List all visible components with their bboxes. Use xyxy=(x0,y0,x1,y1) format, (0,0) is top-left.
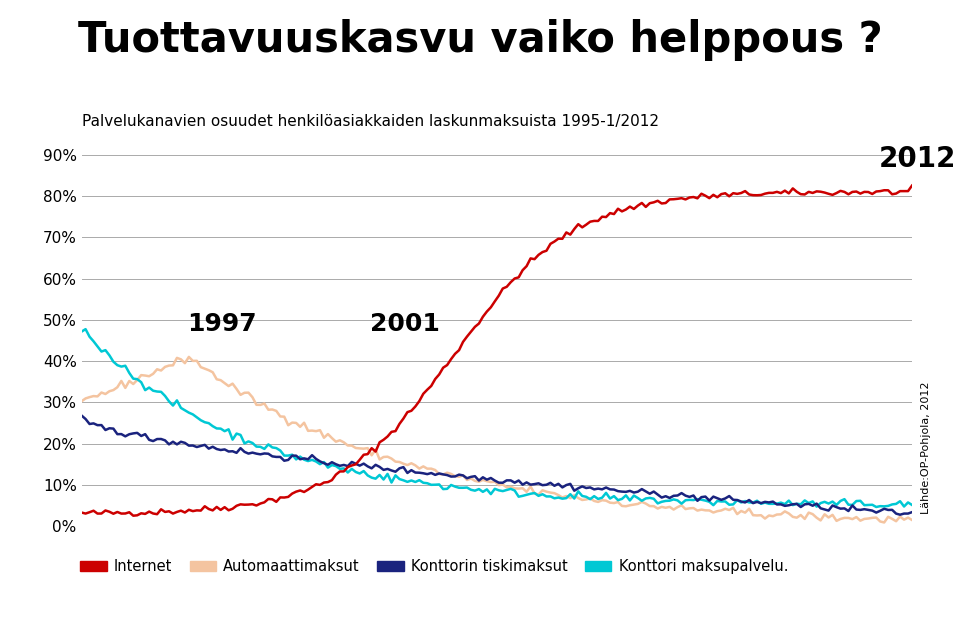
Text: Tuottavuuskasvu vaiko helppous ?: Tuottavuuskasvu vaiko helppous ? xyxy=(78,19,882,61)
Legend: Internet, Automaattimaksut, Konttorin tiskimaksut, Konttori maksupalvelu.: Internet, Automaattimaksut, Konttorin ti… xyxy=(75,553,794,580)
Text: Palvelukanavien osuudet henkilöasiakkaiden laskunmaksuista 1995-1/2012: Palvelukanavien osuudet henkilöasiakkaid… xyxy=(82,114,659,129)
Text: foggara: foggara xyxy=(814,602,936,630)
Text: Lähde:OP-Pohjola, 2012: Lähde:OP-Pohjola, 2012 xyxy=(922,381,931,514)
Text: 2001: 2001 xyxy=(371,313,441,336)
Text: 2012: 2012 xyxy=(878,145,955,173)
Text: 1997: 1997 xyxy=(187,313,257,336)
